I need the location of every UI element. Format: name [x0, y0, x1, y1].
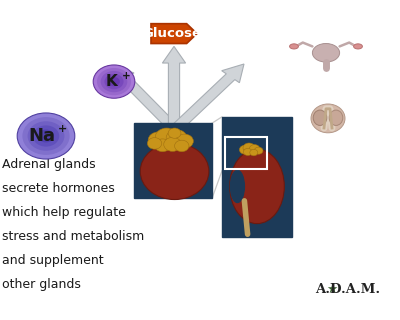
Text: stress and metabolism: stress and metabolism [2, 230, 144, 244]
Text: A.D.A.M.: A.D.A.M. [316, 283, 380, 296]
Circle shape [154, 139, 170, 152]
Polygon shape [151, 24, 197, 44]
Circle shape [28, 121, 64, 151]
Circle shape [174, 140, 189, 152]
Circle shape [93, 65, 135, 98]
FancyArrow shape [162, 46, 186, 128]
Ellipse shape [230, 149, 284, 224]
Circle shape [250, 149, 258, 156]
Text: secrete hormones: secrete hormones [2, 182, 115, 196]
Circle shape [17, 113, 75, 159]
Circle shape [164, 137, 181, 151]
Text: which help regulate: which help regulate [2, 206, 126, 220]
Ellipse shape [312, 44, 340, 62]
Ellipse shape [290, 44, 298, 49]
Text: Adrenal glands: Adrenal glands [2, 158, 96, 172]
Circle shape [254, 147, 263, 154]
FancyArrow shape [174, 64, 244, 129]
Circle shape [166, 130, 187, 146]
Text: and supplement: and supplement [2, 254, 104, 268]
Ellipse shape [354, 44, 362, 49]
Text: K: K [106, 74, 118, 89]
Circle shape [148, 132, 169, 148]
Circle shape [243, 143, 255, 153]
Circle shape [33, 125, 59, 147]
Text: Glucose: Glucose [142, 27, 202, 40]
Circle shape [240, 145, 250, 154]
Circle shape [250, 145, 260, 153]
Bar [225, 137, 267, 169]
Bar [134, 123, 212, 198]
Text: other glands: other glands [2, 278, 81, 292]
Circle shape [104, 74, 124, 89]
Ellipse shape [230, 170, 245, 203]
Text: +: + [58, 124, 68, 134]
Bar [222, 117, 292, 237]
Circle shape [155, 128, 178, 146]
Text: +: + [122, 71, 130, 81]
Ellipse shape [329, 110, 343, 125]
FancyArrow shape [112, 66, 176, 129]
Text: ★: ★ [326, 283, 338, 296]
Ellipse shape [313, 110, 327, 125]
Ellipse shape [311, 104, 345, 133]
Text: Na: Na [28, 127, 56, 145]
Circle shape [101, 71, 127, 92]
Circle shape [97, 68, 131, 95]
Circle shape [108, 77, 120, 86]
Circle shape [38, 130, 54, 142]
Circle shape [168, 128, 181, 138]
Circle shape [243, 148, 252, 156]
Ellipse shape [140, 143, 209, 200]
Circle shape [176, 134, 193, 148]
Circle shape [22, 117, 70, 155]
Circle shape [147, 138, 162, 149]
